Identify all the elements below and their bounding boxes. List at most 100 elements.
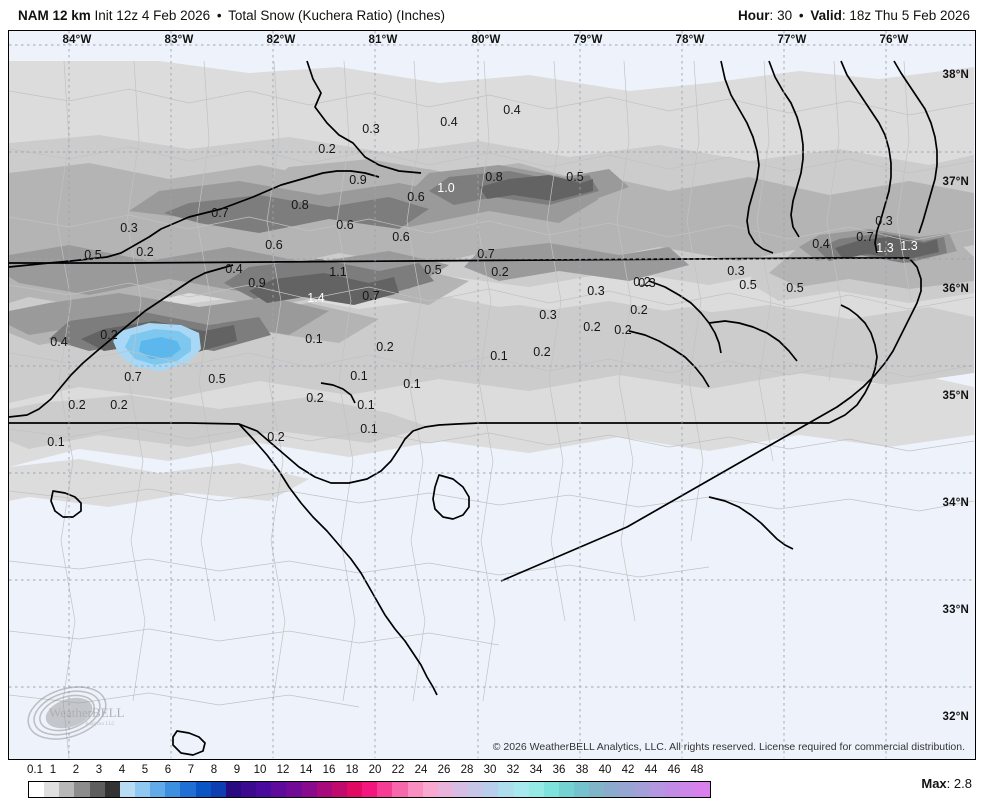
header-bar: NAM 12 km Init 12z 4 Feb 2026 • Total Sn… — [0, 0, 984, 30]
colorbar-tick-label: 5 — [141, 764, 149, 776]
snow-value-label: 0.2 — [630, 303, 648, 317]
snow-value-label: 0.1 — [47, 435, 65, 449]
lat-label: 37°N — [942, 176, 969, 188]
lon-label: 83°W — [164, 34, 194, 46]
colorbar-swatch — [74, 782, 90, 797]
snow-value-label: 0.6 — [407, 190, 425, 204]
colorbar-swatch — [589, 782, 605, 797]
colorbar-tick-label: 8 — [210, 764, 218, 776]
colorbar-swatch — [346, 782, 363, 797]
max-label: Max — [921, 776, 947, 791]
colorbar-swatch — [437, 782, 453, 797]
colorbar-swatch — [165, 782, 181, 797]
colorbar-swatch — [574, 782, 590, 797]
product-name: Total Snow (Kuchera Ratio) (Inches) — [228, 8, 445, 23]
snow-value-label: 0.4 — [50, 335, 68, 349]
graticule — [9, 31, 974, 758]
colorbar-tick-label: 12 — [276, 764, 290, 776]
snow-value-label: 0.7 — [856, 230, 874, 244]
lat-label: 38°N — [942, 69, 969, 81]
colorbar-swatch — [210, 782, 226, 797]
snow-value-label: 0.1 — [305, 332, 323, 346]
colorbar-swatch — [89, 782, 105, 797]
colorbar[interactable] — [28, 781, 711, 798]
valid-time-block: Hour: 30 • Valid: 18z Thu 5 Feb 2026 — [738, 8, 970, 23]
snow-value-label: 1.4 — [307, 291, 325, 305]
colorbar-swatch — [407, 782, 423, 797]
snow-value-label: 0.5 — [424, 263, 442, 277]
snow-value-label: 0.3 — [120, 221, 138, 235]
colorbar-swatch — [301, 782, 317, 797]
weather-map[interactable]: 84°W 83°W 82°W 81°W 80°W 79°W 78°W 77°W 76°W 38°… — [8, 30, 976, 760]
colorbar-swatch — [422, 782, 438, 797]
colorbar-swatch — [225, 782, 241, 797]
colorbar-swatch — [483, 782, 499, 797]
colorbar-tick-label: 2 — [72, 764, 80, 776]
snow-value-label: 0.4 — [225, 262, 243, 276]
colorbar-tick-label: 6 — [164, 764, 172, 776]
snow-value-label: 0.5 — [786, 281, 804, 295]
snow-value-label: 0.6 — [336, 218, 354, 232]
colorbar-tick-label: 7 — [187, 764, 195, 776]
snow-value-label: 0.4 — [812, 237, 830, 251]
colorbar-swatch — [649, 782, 665, 797]
colorbar-tick-label: 32 — [506, 764, 520, 776]
colorbar-swatch — [29, 782, 45, 797]
lon-label: 77°W — [777, 34, 807, 46]
snow-value-label: 0.7 — [477, 247, 495, 261]
lon-label: 81°W — [368, 34, 398, 46]
lat-label: 33°N — [942, 604, 969, 616]
colorbar-tick-label: 38 — [575, 764, 589, 776]
colorbar-swatch — [664, 782, 681, 797]
lon-label: 78°W — [675, 34, 705, 46]
colorbar-tick-label: 16 — [322, 764, 336, 776]
colorbar-tick-label: 28 — [460, 764, 474, 776]
lon-label: 84°W — [62, 34, 92, 46]
snow-value-label: 0.5 — [739, 278, 757, 292]
lat-label: 36°N — [942, 283, 969, 295]
snow-value-label: 0.1 — [403, 377, 421, 391]
lat-label: 34°N — [942, 497, 969, 509]
valid-label: Valid — [810, 8, 842, 23]
weatherbell-watermark: WeatherBELL Analytics LLC — [27, 686, 125, 740]
snow-value-label: 0.2 — [614, 323, 632, 337]
colorbar-tick-label: 10 — [253, 764, 267, 776]
watermark-text: WeatherBELL — [49, 705, 125, 720]
colorbar-swatch — [150, 782, 166, 797]
colorbar-swatch — [392, 782, 408, 797]
colorbar-swatch — [240, 782, 257, 797]
colorbar-tick-label: 14 — [299, 764, 313, 776]
snow-value-label: 0.1 — [357, 398, 375, 412]
snow-value-label: 1.3 — [876, 241, 894, 255]
county-boundaries — [9, 60, 974, 758]
colorbar-tick-label: 42 — [621, 764, 635, 776]
snow-value-label: 0.5 — [84, 248, 102, 262]
colorbar-swatch — [634, 782, 650, 797]
copyright-text: © 2026 WeatherBELL Analytics, LLC. All r… — [492, 741, 965, 753]
map-canvas — [9, 31, 974, 758]
valid-value: 18z Thu 5 Feb 2026 — [849, 8, 970, 23]
snow-value-label: 0.2 — [533, 345, 551, 359]
colorbar-swatch — [498, 782, 514, 797]
snow-value-label: 0.8 — [291, 198, 309, 212]
colorbar-swatch — [331, 782, 347, 797]
colorbar-swatch — [528, 782, 544, 797]
colorbar-swatch — [695, 782, 711, 797]
snow-value-label: 0.1 — [360, 422, 378, 436]
colorbar-swatch — [604, 782, 620, 797]
snow-value-label: 0.2 — [68, 398, 86, 412]
snow-value-label: 0.2 — [110, 398, 128, 412]
lat-label: 32°N — [942, 711, 969, 723]
snow-value-label: 0.7 — [211, 206, 229, 220]
colorbar-tick-label: 40 — [598, 764, 612, 776]
colorbar-swatch — [286, 782, 302, 797]
snow-value-label: 0.9 — [349, 173, 367, 187]
watermark-subtext: Analytics LLC — [85, 722, 116, 727]
colorbar-tick-label: 44 — [644, 764, 658, 776]
snow-value-label: 0.2 — [491, 265, 509, 279]
colorbar-section: 0.1 1 2 3 4 5 6 7 8 9 10 12 14 16 18 20 22 24 26 28 30 32 34 36… — [8, 764, 976, 804]
max-value-readout: Max: 2.8 — [921, 776, 972, 791]
snow-value-label: 0.2 — [100, 328, 118, 342]
colorbar-swatch — [362, 782, 378, 797]
colorbar-swatch — [271, 782, 287, 797]
